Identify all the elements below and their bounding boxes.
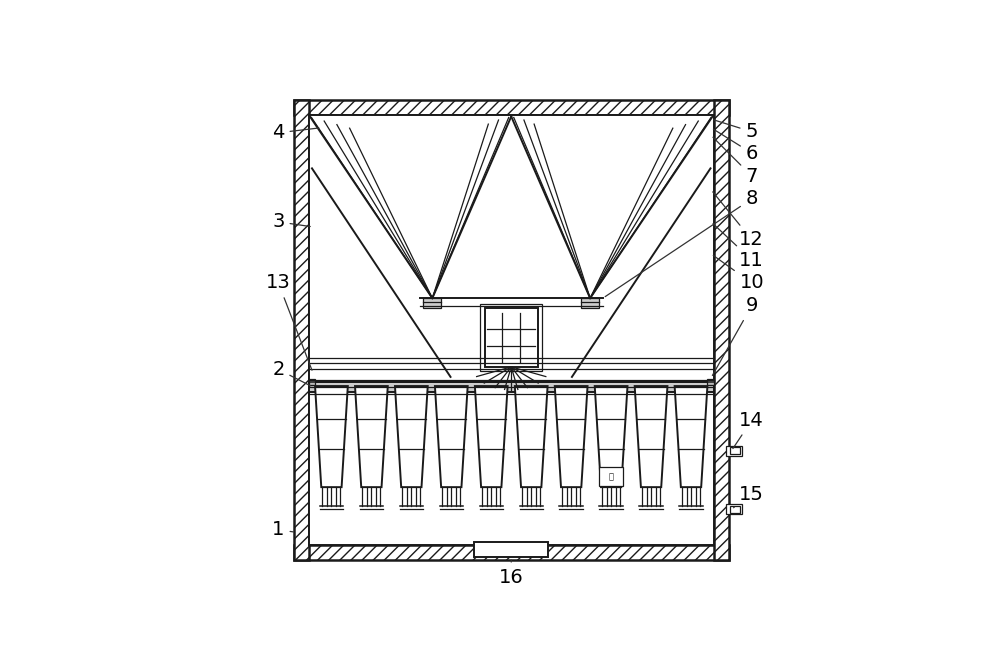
Bar [294, 100, 309, 561]
Bar [480, 304, 542, 371]
Bar [474, 542, 548, 557]
Bar [309, 115, 714, 382]
Polygon shape [635, 386, 667, 487]
Text: 5: 5 [714, 120, 758, 141]
Bar [726, 446, 742, 456]
Polygon shape [355, 386, 388, 487]
Text: 1: 1 [272, 520, 293, 539]
Polygon shape [475, 386, 508, 487]
Bar [714, 100, 729, 561]
Text: 11: 11 [713, 223, 764, 270]
Bar [581, 298, 599, 309]
Polygon shape [595, 386, 627, 487]
Text: 3: 3 [272, 212, 310, 231]
Text: 14: 14 [733, 411, 764, 449]
Text: 9: 9 [712, 296, 758, 375]
Text: 7: 7 [713, 137, 758, 186]
Bar [309, 382, 714, 545]
Bar [730, 506, 740, 513]
Text: 15: 15 [734, 485, 764, 508]
Text: 4: 4 [272, 123, 319, 142]
Text: 12: 12 [713, 192, 764, 249]
Text: 16: 16 [499, 560, 524, 586]
Bar [294, 545, 729, 561]
Text: 8: 8 [605, 190, 758, 297]
Text: 额: 额 [609, 473, 614, 481]
Text: 13: 13 [266, 274, 312, 370]
Bar [423, 298, 441, 309]
Text: 2: 2 [272, 360, 311, 386]
Polygon shape [555, 386, 588, 487]
Polygon shape [515, 386, 548, 487]
Polygon shape [435, 386, 468, 487]
Text: 6: 6 [713, 129, 758, 163]
Bar [294, 100, 729, 115]
Bar [599, 467, 623, 486]
Polygon shape [675, 386, 707, 487]
Polygon shape [315, 386, 348, 487]
Text: 10: 10 [713, 255, 764, 292]
Bar [726, 504, 742, 514]
Polygon shape [395, 386, 428, 487]
Bar [730, 447, 740, 454]
Bar [309, 382, 714, 392]
Bar [309, 379, 315, 385]
Bar [485, 308, 538, 367]
Bar [707, 379, 714, 385]
